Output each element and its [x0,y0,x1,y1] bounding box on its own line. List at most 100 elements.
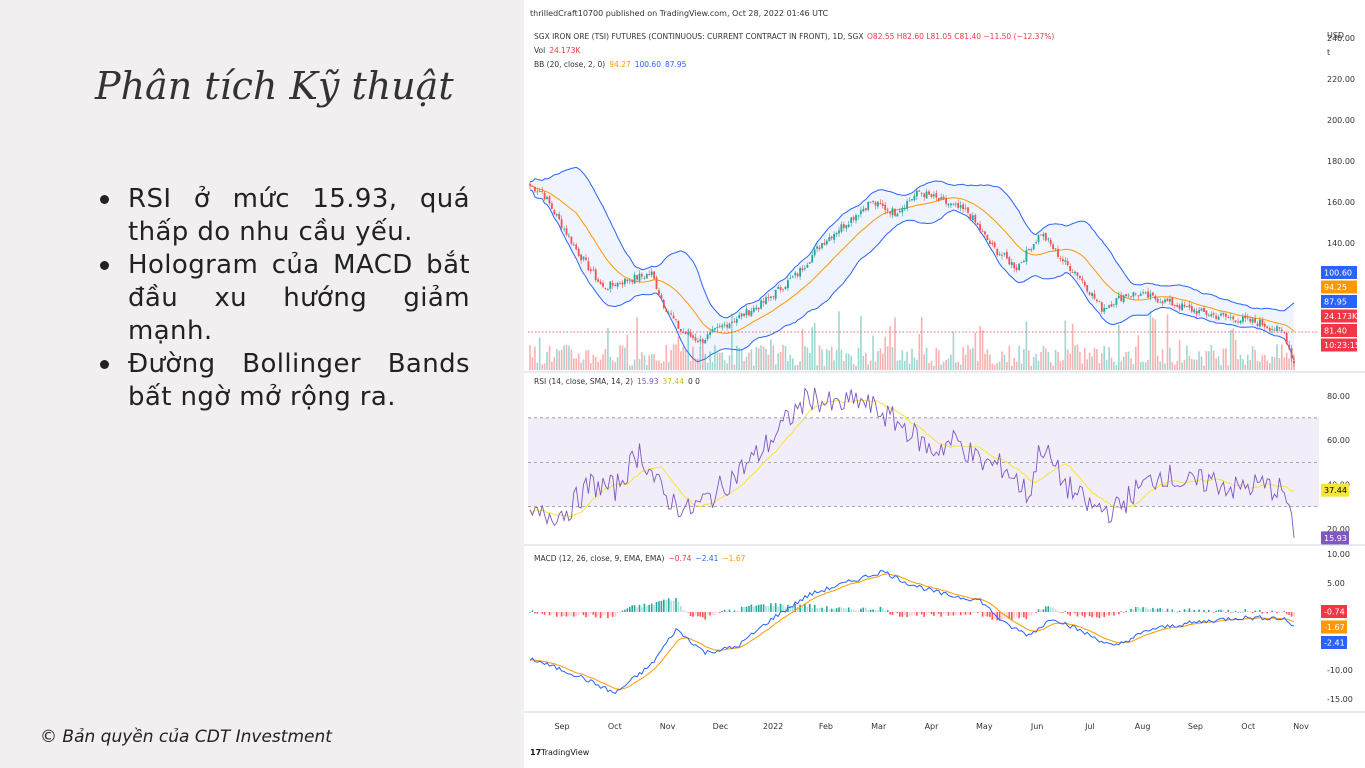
macd-histogram-bar [818,608,821,612]
volume-bar [590,363,592,370]
volume-bar [770,339,772,370]
macd-histogram-bar [541,612,543,614]
candle [891,208,894,216]
macd-histogram-bar [1247,611,1249,612]
candle [1186,306,1188,307]
macd-histogram-bar [816,608,818,612]
macd-histogram-bar [621,610,624,612]
bb-upper-value: 100.60 [635,60,661,69]
candle [677,321,680,329]
volume-bar [1203,365,1205,370]
candle [1285,333,1288,345]
volume-bar [1178,340,1181,370]
candle [877,201,879,207]
slide-title: Phân tích Kỹ thuật [95,64,454,108]
candle [735,319,738,323]
volume-bar [1154,319,1157,370]
time-tick-label: Oct [1241,722,1255,731]
volume-bar [1174,364,1176,370]
macd-pane[interactable]: MACD (12, 26, close, 9, EMA, EMA) −0.74 −2… [529,550,1353,704]
volume-bar [930,360,933,370]
candle [733,321,736,323]
rsi-pane[interactable]: RSI (14, close, SMA, 14, 2) 15.93 37.44 0 0… [528,377,1350,545]
candle [840,224,843,232]
candle [1086,285,1089,292]
tradingview-footer: 17 TradingView [530,748,590,757]
volume-bar [1127,351,1130,370]
macd-histogram-bar [694,612,697,616]
volume-bar [1278,358,1281,370]
candle [908,200,911,202]
volume-bar [804,346,806,370]
macd-histogram-bar [1093,612,1096,616]
volume-bar [1028,350,1030,370]
candle [1290,348,1293,359]
macd-histogram-bar [1064,611,1067,612]
volume-bar [1156,355,1159,370]
macd-histogram-bar [626,608,629,612]
time-tick-label: Nov [660,722,676,731]
price-tick-label: 160.00 [1327,198,1355,207]
candle [1183,304,1186,307]
candle [925,191,928,199]
volume-bar [1169,347,1171,370]
macd-histogram-bar [891,612,894,616]
time-tick-label: Dec [713,722,728,731]
volume-bar [850,355,852,370]
volume-bar [604,348,607,370]
candle [952,203,955,205]
macd-histogram-bar [592,612,595,615]
candle [1125,294,1127,296]
volume-bar [619,345,621,370]
volume-bar [872,335,874,370]
candle [757,307,760,310]
volume-bar [638,359,641,370]
macd-histogram-bar [911,612,913,616]
macd-histogram-bar [1062,612,1064,613]
volume-bar [1101,353,1103,370]
rsi-band-fill [528,417,1319,507]
rsi-value: 15.93 [637,377,659,386]
macd-histogram-bar [1032,612,1035,613]
macd-histogram-bar [1259,610,1261,612]
candle [1271,329,1273,330]
candle [723,324,726,326]
macd-histogram-bar [738,611,740,612]
tradingview-chart[interactable]: thrilledCraft10700 published on TradingV… [524,0,1365,768]
candle [1147,291,1149,298]
volume-bar [694,358,697,370]
macd-histogram-bar [665,599,668,612]
price-badge [1321,266,1357,279]
volume-bar [1115,365,1118,370]
macd-histogram-bar [938,612,940,614]
volume-bar [558,350,560,370]
candle [672,315,675,319]
macd-histogram-bar [1006,612,1008,619]
macd-histogram-bar [1256,610,1259,612]
vol-value: 24.173K [549,46,581,55]
volume-bar [1084,348,1086,370]
candle [704,339,707,344]
candle [621,282,624,285]
volume-bar [1110,357,1113,370]
price-pane[interactable]: SGX IRON ORE (TSI) FUTURES (CONTINUOUS: … [528,31,1360,370]
volume-bar [1283,357,1286,370]
candle [1276,326,1278,331]
macd-histogram-bar [687,612,689,613]
volume-bar [597,362,599,370]
volume-bar [916,360,918,370]
macd-histogram-bar [553,612,556,614]
macd-histogram-bar [804,604,806,612]
volume-bar [1271,356,1273,370]
candle [923,193,926,197]
macd-histogram-bar [1212,612,1215,613]
volume-bar [877,351,879,370]
candle [1227,317,1230,318]
macd-histogram-bar [699,612,702,617]
candle [536,191,539,193]
candle [616,282,619,287]
time-tick-label: Aug [1135,722,1151,731]
candle [726,324,728,328]
candle [947,204,950,206]
volume-bar [847,353,850,370]
